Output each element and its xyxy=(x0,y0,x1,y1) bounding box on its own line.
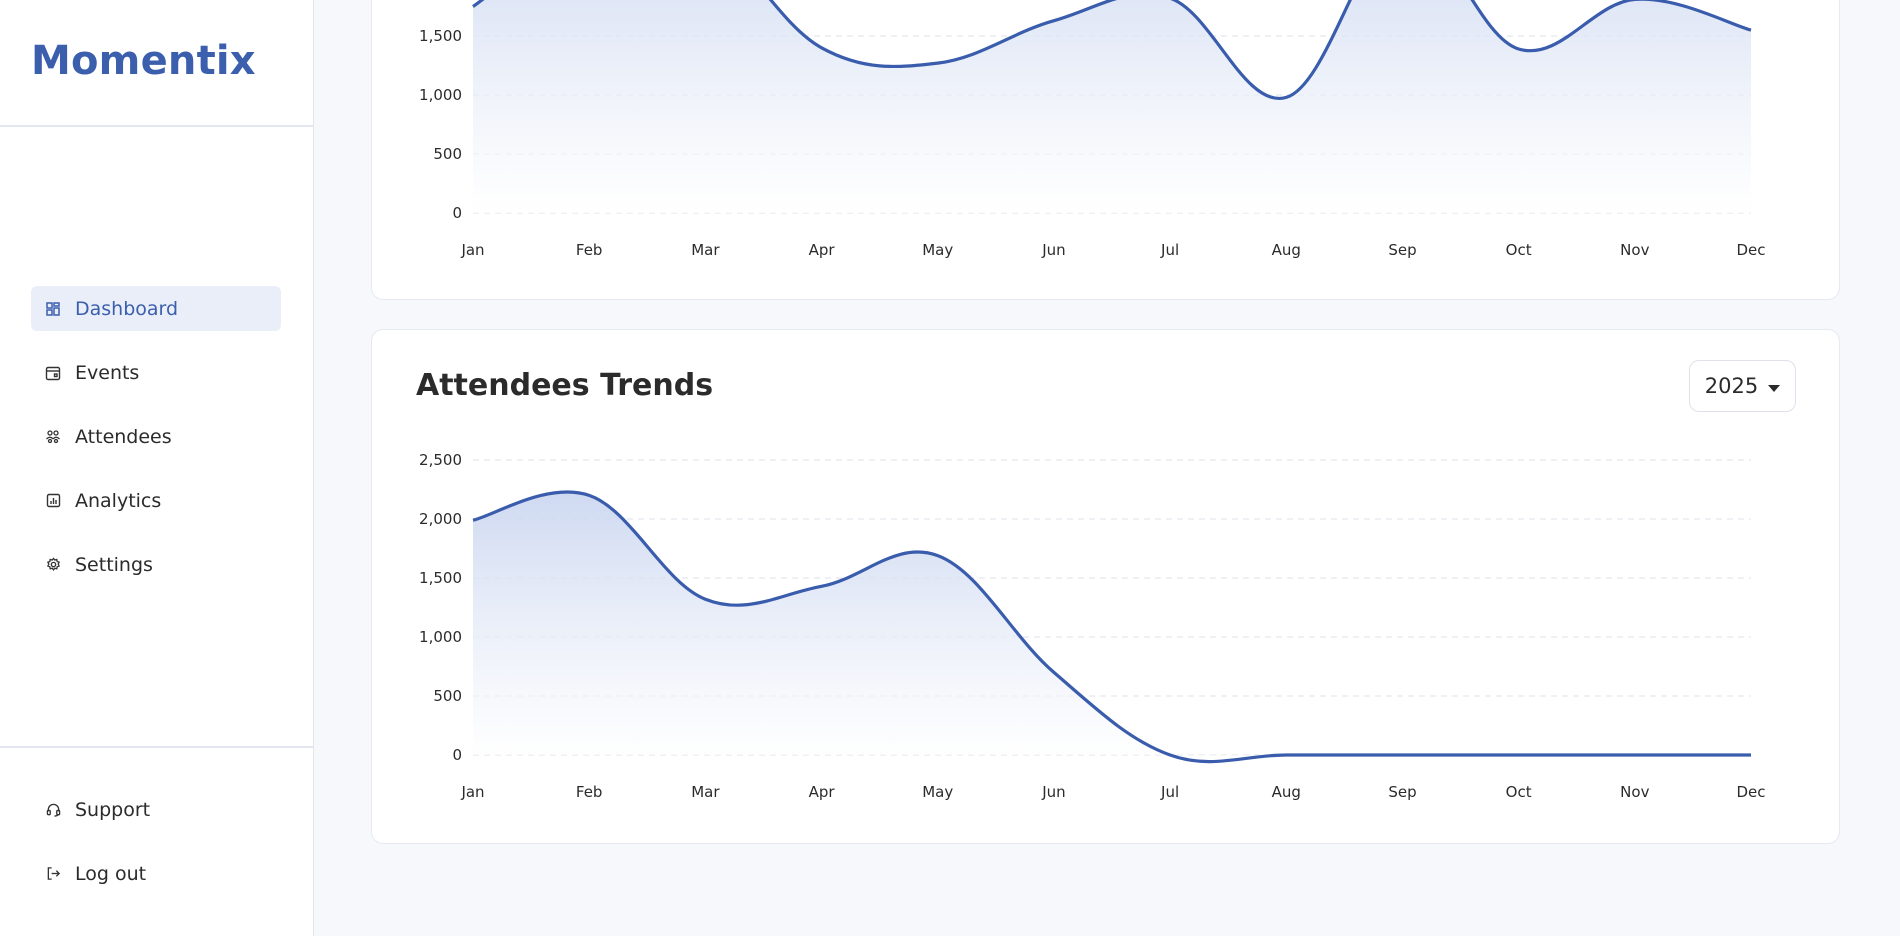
card-title: Attendees Trends xyxy=(416,368,714,403)
y-tick-label: 500 xyxy=(433,687,462,705)
attendees-icon xyxy=(44,428,62,446)
sidebar-item-analytics[interactable]: Analytics xyxy=(31,478,281,523)
x-tick-label: Sep xyxy=(1388,241,1416,259)
area-fill xyxy=(473,491,1751,762)
y-tick-label: 500 xyxy=(433,145,462,163)
x-tick-label: Sep xyxy=(1388,783,1416,801)
x-tick-label: Nov xyxy=(1620,783,1649,801)
sidebar-item-label: Log out xyxy=(75,862,147,885)
sidebar-item-attendees[interactable]: Attendees xyxy=(31,414,281,459)
calendar-icon xyxy=(44,364,62,382)
sidebar-item-label: Events xyxy=(75,361,140,384)
attendees-trends-chart: 0 500 1,000 1,500 2,000 2,500 Jan Feb Mar Apr May J… xyxy=(419,451,1765,801)
sidebar-item-label: Dashboard xyxy=(75,297,179,320)
area-chart-top: 0 500 1,000 1,500 Jan Feb Mar Apr May Jun Jul Aug Se… xyxy=(419,0,1766,259)
x-tick-label: Jun xyxy=(1041,783,1065,801)
attendees-trends-card: 0 500 1,000 1,500 2,000 2,500 Jan Feb Mar Apr May J… xyxy=(371,329,1840,844)
caret-down-icon xyxy=(1768,377,1781,396)
logout-button[interactable]: Log out xyxy=(31,851,281,896)
sidebar: Momentix Dashboard Events Attendees Anal… xyxy=(0,0,314,936)
series-line xyxy=(472,490,1751,764)
x-tick-label: Dec xyxy=(1736,241,1765,259)
chart-card-top: 0 500 1,000 1,500 Jan Feb Mar Apr May Jun Jul Aug Se… xyxy=(371,0,1840,300)
sidebar-item-label: Analytics xyxy=(75,489,162,512)
year-select-value: 2025 xyxy=(1704,374,1759,398)
x-tick-label: May xyxy=(922,783,953,801)
sidebar-item-events[interactable]: Events xyxy=(31,350,281,395)
x-tick-label: Jan xyxy=(460,241,484,259)
sidebar-item-dashboard[interactable]: Dashboard xyxy=(31,286,281,331)
y-tick-label: 0 xyxy=(452,746,462,764)
x-tick-label: Aug xyxy=(1272,783,1301,801)
y-tick-label: 2,000 xyxy=(419,510,462,528)
y-tick-label: 2,500 xyxy=(419,451,462,469)
x-tick-label: Apr xyxy=(809,241,836,259)
sidebar-item-label: Settings xyxy=(75,553,153,576)
x-tick-label: Oct xyxy=(1506,783,1532,801)
x-tick-label: Feb xyxy=(576,783,603,801)
sidebar-divider-bottom xyxy=(0,746,314,748)
series-line xyxy=(472,0,1752,101)
analytics-icon xyxy=(44,492,62,510)
x-tick-label: Oct xyxy=(1506,241,1532,259)
x-tick-label: Jun xyxy=(1041,241,1065,259)
x-tick-label: Mar xyxy=(691,241,720,259)
sidebar-item-label: Support xyxy=(75,798,151,821)
y-tick-label: 0 xyxy=(452,204,462,222)
logout-icon xyxy=(44,865,62,883)
x-tick-label: Nov xyxy=(1620,241,1649,259)
x-tick-label: Feb xyxy=(576,241,603,259)
x-tick-label: Dec xyxy=(1736,783,1765,801)
y-tick-label: 1,500 xyxy=(419,27,462,45)
x-tick-label: Jul xyxy=(1160,783,1179,801)
x-tick-label: Jan xyxy=(460,783,484,801)
x-tick-label: Apr xyxy=(809,783,836,801)
sidebar-item-settings[interactable]: Settings xyxy=(31,542,281,587)
app-logo[interactable]: Momentix xyxy=(31,38,256,84)
y-tick-label: 1,000 xyxy=(419,86,462,104)
y-tick-label: 1,500 xyxy=(419,569,462,587)
x-tick-label: Aug xyxy=(1272,241,1301,259)
sidebar-item-label: Attendees xyxy=(75,425,172,448)
x-tick-label: Jul xyxy=(1160,241,1179,259)
headset-icon xyxy=(44,801,62,819)
dashboard-icon xyxy=(44,300,62,318)
sidebar-divider-top xyxy=(0,125,314,127)
x-tick-label: May xyxy=(922,241,953,259)
area-fill xyxy=(473,0,1751,213)
x-tick-label: Mar xyxy=(691,783,720,801)
year-select[interactable]: 2025 xyxy=(1689,360,1796,412)
gear-icon xyxy=(44,556,62,574)
sidebar-item-support[interactable]: Support xyxy=(31,787,281,832)
y-tick-label: 1,000 xyxy=(419,628,462,646)
